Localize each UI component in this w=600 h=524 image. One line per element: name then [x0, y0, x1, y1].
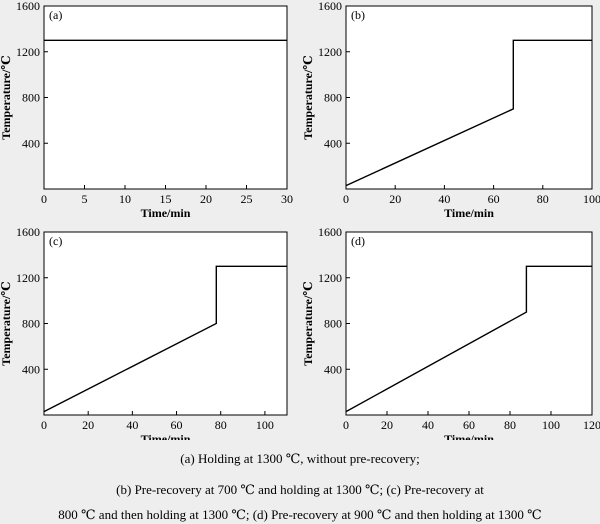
- y-tick-label: 1600: [318, 0, 342, 13]
- temperature-curve: [345, 265, 592, 413]
- x-tick-label: 0: [41, 192, 47, 206]
- x-tick-label: 0: [41, 418, 47, 432]
- y-axis-label: Temperature/℃: [0, 55, 13, 139]
- panel-label: (b): [351, 8, 365, 22]
- panel-label: (c): [49, 234, 62, 248]
- y-tick-label: 1600: [16, 225, 40, 239]
- x-tick-label: 0: [343, 192, 349, 206]
- x-axis-label: Time/min: [444, 432, 494, 440]
- plot-frame: [345, 231, 593, 416]
- x-tick-label: 60: [171, 418, 183, 432]
- x-tick-label: 60: [463, 418, 475, 432]
- figure-panels: 0 5 10 15 20 25 3040080012001600(a)Time/minTem…: [0, 0, 600, 440]
- x-tick-label: 80: [504, 418, 516, 432]
- y-tick-label: 1600: [318, 225, 342, 239]
- x-axis-label: Time/min: [444, 206, 494, 220]
- y-tick-label: 800: [22, 91, 40, 105]
- y-tick-label: 800: [22, 317, 40, 331]
- y-tick-label: 400: [22, 362, 40, 376]
- x-tick-label: 20: [389, 192, 401, 206]
- x-tick-label: 0: [343, 418, 349, 432]
- x-tick-label: 80: [537, 192, 549, 206]
- chart-panel-4: 0 20 40 60 80 100 120 400 800 1200 1600 (d) Time/min…: [301, 225, 600, 440]
- x-tick-label: 10: [119, 192, 131, 206]
- x-tick-label: 40: [438, 192, 450, 206]
- y-axis-label: Temperature/℃: [301, 55, 315, 139]
- x-tick-label: 60: [488, 192, 500, 206]
- y-tick-label: 800: [324, 317, 342, 331]
- y-tick-label: 1200: [16, 271, 40, 285]
- panel-label: (a): [49, 8, 62, 22]
- x-tick-label: 30: [281, 192, 293, 206]
- y-tick-label: 1600: [16, 0, 40, 13]
- plot-frame: [345, 5, 593, 190]
- chart-panel-2: 0 20 40 60 80 100 400 800 1200 1600 (b) Time/min Tem…: [301, 0, 600, 220]
- caption-line-1: (a) Holding at 1300 ℃, without pre-recov…: [180, 451, 420, 466]
- plot-frame: [43, 5, 288, 190]
- x-tick-label: 5: [82, 192, 88, 206]
- y-tick-label: 1200: [318, 271, 342, 285]
- plot-frame: [43, 231, 288, 416]
- chart-panel-1: 0 5 10 15 20 25 30 400 800 1200 1600 (a) Time/min Tem…: [0, 0, 293, 220]
- x-tick-label: 15: [160, 192, 172, 206]
- x-tick-label: 100: [583, 192, 600, 206]
- panel-label: (d): [351, 234, 365, 248]
- y-tick-label: 800: [324, 91, 342, 105]
- y-tick-label: 400: [324, 362, 342, 376]
- x-tick-label: 40: [126, 418, 138, 432]
- chart-panel-3: 0 20 40 60 80 100 400 800 1200 1600 (c) Time/min Tem…: [0, 225, 288, 440]
- x-tick-label: 80: [215, 418, 227, 432]
- x-axis-label: Time/min: [141, 206, 191, 220]
- x-tick-label: 25: [241, 192, 253, 206]
- x-tick-label: 120: [583, 418, 600, 432]
- y-axis-label: Temperature/℃: [0, 281, 13, 365]
- caption-line-3: 800 ℃ and then holding at 1300 ℃; (d) Pr…: [58, 507, 542, 522]
- y-axis-label: Temperature/℃: [301, 281, 315, 365]
- x-tick-label: 20: [200, 192, 212, 206]
- y-tick-label: 1200: [16, 45, 40, 59]
- x-tick-label: 40: [422, 418, 434, 432]
- temperature-curve: [43, 265, 287, 413]
- x-tick-label: 20: [381, 418, 393, 432]
- y-tick-label: 400: [22, 136, 40, 150]
- x-axis-label: Time/min: [141, 432, 191, 440]
- y-tick-label: 1200: [318, 45, 342, 59]
- temperature-curve: [345, 39, 592, 187]
- x-tick-label: 20: [82, 418, 94, 432]
- x-tick-label: 100: [542, 418, 560, 432]
- caption-line-2: (b) Pre-recovery at 700 ℃ and holding at…: [116, 482, 484, 497]
- y-tick-label: 400: [324, 136, 342, 150]
- x-tick-label: 100: [256, 418, 274, 432]
